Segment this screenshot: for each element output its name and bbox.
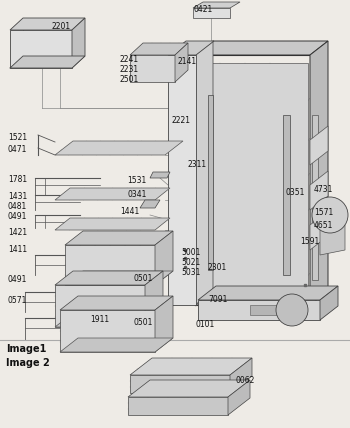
Text: 0351: 0351 bbox=[285, 188, 304, 197]
Polygon shape bbox=[208, 95, 213, 270]
Text: 1421: 1421 bbox=[8, 228, 27, 237]
Polygon shape bbox=[168, 55, 196, 305]
Polygon shape bbox=[60, 310, 155, 352]
Polygon shape bbox=[128, 397, 228, 415]
Polygon shape bbox=[55, 271, 163, 285]
Text: 1571: 1571 bbox=[314, 208, 333, 217]
Polygon shape bbox=[65, 245, 155, 285]
Polygon shape bbox=[10, 30, 72, 68]
Polygon shape bbox=[145, 271, 163, 327]
Polygon shape bbox=[228, 380, 250, 415]
Polygon shape bbox=[55, 313, 163, 327]
Polygon shape bbox=[195, 41, 213, 305]
Circle shape bbox=[276, 294, 308, 326]
Text: 7091: 7091 bbox=[208, 295, 228, 304]
Text: 1591: 1591 bbox=[300, 237, 319, 246]
Text: 1431: 1431 bbox=[8, 192, 27, 201]
Polygon shape bbox=[168, 41, 214, 55]
Text: 0491: 0491 bbox=[8, 212, 27, 221]
Text: 2301: 2301 bbox=[208, 263, 227, 272]
Text: 0062: 0062 bbox=[236, 376, 256, 385]
Text: 0501: 0501 bbox=[133, 318, 152, 327]
Polygon shape bbox=[230, 358, 252, 393]
Polygon shape bbox=[130, 43, 188, 55]
Polygon shape bbox=[150, 172, 170, 178]
Polygon shape bbox=[65, 271, 173, 285]
Polygon shape bbox=[155, 296, 173, 352]
Text: 1531: 1531 bbox=[127, 176, 146, 185]
Text: 0571: 0571 bbox=[8, 296, 27, 305]
Text: 0101: 0101 bbox=[195, 320, 214, 329]
Text: 0471: 0471 bbox=[8, 145, 27, 154]
Polygon shape bbox=[320, 225, 345, 255]
Text: 1411: 1411 bbox=[8, 245, 27, 254]
Polygon shape bbox=[203, 63, 308, 300]
Text: 2241: 2241 bbox=[119, 55, 138, 64]
Text: Image1: Image1 bbox=[6, 344, 46, 354]
Polygon shape bbox=[175, 43, 188, 82]
Text: 1441: 1441 bbox=[120, 207, 139, 216]
Polygon shape bbox=[65, 231, 173, 245]
Polygon shape bbox=[55, 188, 170, 200]
Polygon shape bbox=[55, 285, 145, 327]
Text: 5021: 5021 bbox=[181, 258, 200, 267]
Text: 1911: 1911 bbox=[90, 315, 109, 324]
Polygon shape bbox=[195, 41, 328, 55]
Polygon shape bbox=[198, 300, 320, 320]
Text: 2221: 2221 bbox=[172, 116, 191, 125]
Text: 0481: 0481 bbox=[8, 202, 27, 211]
Polygon shape bbox=[283, 115, 290, 275]
Polygon shape bbox=[193, 8, 230, 18]
Polygon shape bbox=[312, 115, 318, 280]
Text: 4731: 4731 bbox=[314, 185, 333, 194]
Text: 2311: 2311 bbox=[187, 160, 206, 169]
Polygon shape bbox=[55, 218, 170, 230]
Polygon shape bbox=[128, 380, 250, 397]
Polygon shape bbox=[193, 2, 240, 8]
Polygon shape bbox=[130, 55, 175, 82]
Polygon shape bbox=[60, 296, 173, 310]
Text: 2141: 2141 bbox=[178, 57, 197, 66]
Text: 1781: 1781 bbox=[8, 175, 27, 184]
Polygon shape bbox=[250, 305, 285, 315]
Polygon shape bbox=[320, 286, 338, 320]
Text: 2231: 2231 bbox=[119, 65, 138, 74]
Polygon shape bbox=[310, 41, 328, 305]
Text: 0341: 0341 bbox=[127, 190, 146, 199]
Text: 4651: 4651 bbox=[314, 221, 333, 230]
Circle shape bbox=[312, 197, 348, 233]
Polygon shape bbox=[130, 358, 252, 375]
Polygon shape bbox=[310, 126, 328, 165]
Polygon shape bbox=[310, 171, 328, 210]
Polygon shape bbox=[10, 56, 85, 68]
Polygon shape bbox=[55, 141, 183, 155]
Polygon shape bbox=[198, 286, 338, 300]
Text: 0491: 0491 bbox=[8, 275, 27, 284]
Text: 2201: 2201 bbox=[52, 22, 71, 31]
Polygon shape bbox=[155, 231, 173, 285]
Polygon shape bbox=[130, 375, 230, 393]
Polygon shape bbox=[140, 200, 160, 208]
Polygon shape bbox=[195, 291, 328, 305]
Text: 0501: 0501 bbox=[133, 274, 152, 283]
Text: 5031: 5031 bbox=[181, 268, 200, 277]
Polygon shape bbox=[10, 18, 85, 30]
Text: 0421: 0421 bbox=[193, 5, 212, 14]
Polygon shape bbox=[60, 338, 173, 352]
Text: 1521: 1521 bbox=[8, 133, 27, 142]
Text: 5001: 5001 bbox=[181, 248, 200, 257]
Text: Image 2: Image 2 bbox=[6, 358, 50, 368]
Polygon shape bbox=[72, 18, 85, 68]
Text: 2501: 2501 bbox=[119, 75, 138, 84]
Polygon shape bbox=[310, 211, 328, 250]
